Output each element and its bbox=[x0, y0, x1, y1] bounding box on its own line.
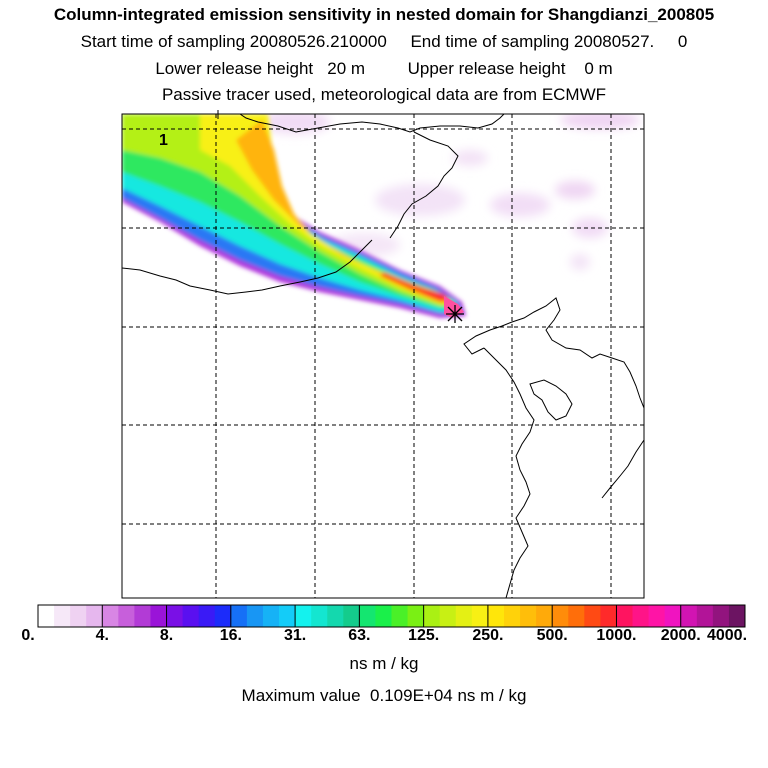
colorbar-swatch bbox=[632, 605, 650, 627]
colorbar-swatch bbox=[520, 605, 537, 627]
colorbar-tick-label: 16. bbox=[219, 627, 242, 644]
colorbar-swatch bbox=[118, 605, 135, 627]
colorbar-tick-label: 4. bbox=[95, 627, 109, 644]
colorbar-swatch bbox=[182, 605, 200, 627]
colorbar-swatch bbox=[423, 605, 441, 627]
colorbar-swatch bbox=[696, 605, 714, 627]
colorbar-swatch bbox=[214, 605, 232, 627]
plume-layer-lime bbox=[122, 114, 454, 306]
release-heights: Lower release height 20 m Upper release … bbox=[155, 59, 613, 78]
coastline-west bbox=[122, 239, 373, 295]
data-source-note: Passive tracer used, meteorological data… bbox=[161, 85, 607, 104]
colorbar-swatch bbox=[600, 605, 617, 627]
colorbar-swatch bbox=[568, 605, 585, 627]
colorbar-swatch bbox=[230, 605, 248, 627]
colorbar-swatch bbox=[343, 605, 360, 627]
peninsula bbox=[529, 379, 573, 421]
contour-label: 1 bbox=[159, 132, 168, 149]
colorbar-tick-label: 63. bbox=[348, 627, 371, 644]
colorbar-swatch bbox=[54, 605, 71, 627]
colorbar-tick-label: 31. bbox=[283, 627, 307, 644]
lat-lon-grid bbox=[122, 114, 644, 598]
colorbar-swatch bbox=[150, 605, 168, 627]
coastline-mid bbox=[389, 131, 459, 239]
colorbar-swatch bbox=[70, 605, 87, 627]
colorbar-swatch bbox=[359, 605, 376, 627]
colorbar-swatch bbox=[295, 605, 312, 627]
edge-marker bbox=[212, 110, 224, 119]
colorbar-swatch bbox=[503, 605, 521, 627]
colorbar-tick-label: 250. bbox=[472, 627, 504, 644]
plume-layer-red-core bbox=[420, 290, 448, 300]
colorbar-tick-label: 1000. bbox=[596, 627, 637, 644]
colorbar-swatch bbox=[311, 605, 328, 627]
colorbar-swatch bbox=[680, 605, 698, 627]
colorbar-tick-label: 500. bbox=[536, 627, 568, 644]
colorbar-swatch bbox=[375, 605, 392, 627]
colorbar-tick-label: 2000. bbox=[660, 627, 701, 644]
colorbar-swatch bbox=[439, 605, 457, 627]
colorbar-swatch bbox=[38, 605, 55, 627]
sampling-times: Start time of sampling 20080526.210000 E… bbox=[80, 32, 688, 51]
colorbar bbox=[37, 604, 746, 628]
colorbar-swatch bbox=[536, 605, 553, 627]
coastline-east bbox=[483, 347, 535, 598]
plume-tip bbox=[444, 296, 464, 318]
colorbar-swatch bbox=[86, 605, 103, 627]
colorbar-swatch bbox=[391, 605, 409, 627]
coast-south-east bbox=[601, 439, 644, 499]
colorbar-tick-label: 8. bbox=[159, 627, 174, 644]
colorbar-tick-label: 0. bbox=[21, 627, 35, 644]
colorbar-swatch bbox=[327, 605, 344, 627]
colorbar-swatch bbox=[664, 605, 682, 627]
colorbar-swatch bbox=[166, 605, 184, 627]
map-frame bbox=[121, 113, 645, 599]
colorbar-swatch bbox=[198, 605, 216, 627]
colorbar-swatch bbox=[648, 605, 666, 627]
colorbar-border bbox=[37, 604, 746, 628]
colorbar-swatch bbox=[728, 605, 746, 627]
colorbar-swatch bbox=[616, 605, 634, 627]
coastline-north bbox=[239, 114, 505, 133]
colorbar-swatch bbox=[246, 605, 264, 627]
colorbar-swatch bbox=[552, 605, 569, 627]
colorbar-swatch bbox=[279, 605, 296, 627]
colorbar-tick-label: 4000. bbox=[706, 627, 748, 644]
colorbar-swatch bbox=[487, 605, 505, 627]
coastlines bbox=[122, 114, 644, 598]
receptor-station-marker bbox=[446, 305, 464, 323]
border-east bbox=[463, 297, 644, 409]
colorbar-swatch bbox=[712, 605, 730, 627]
colorbar-tick-label: 125. bbox=[408, 627, 440, 644]
colorbar-swatch bbox=[134, 605, 151, 627]
colorbar-swatch bbox=[102, 605, 119, 627]
colorbar-swatch bbox=[455, 605, 473, 627]
colorbar-units: ns m / kg bbox=[349, 654, 419, 673]
colorbar-swatch bbox=[407, 605, 425, 627]
maximum-value: Maximum value 0.109E+04 ns m / kg bbox=[241, 686, 527, 705]
colorbar-swatch bbox=[262, 605, 280, 627]
colorbar-swatch bbox=[584, 605, 601, 627]
plume-layer-orange bbox=[236, 120, 450, 302]
map-title: Column-integrated emission sensitivity i… bbox=[53, 5, 715, 24]
colorbar-swatch bbox=[471, 605, 489, 627]
plume-field bbox=[122, 114, 640, 318]
